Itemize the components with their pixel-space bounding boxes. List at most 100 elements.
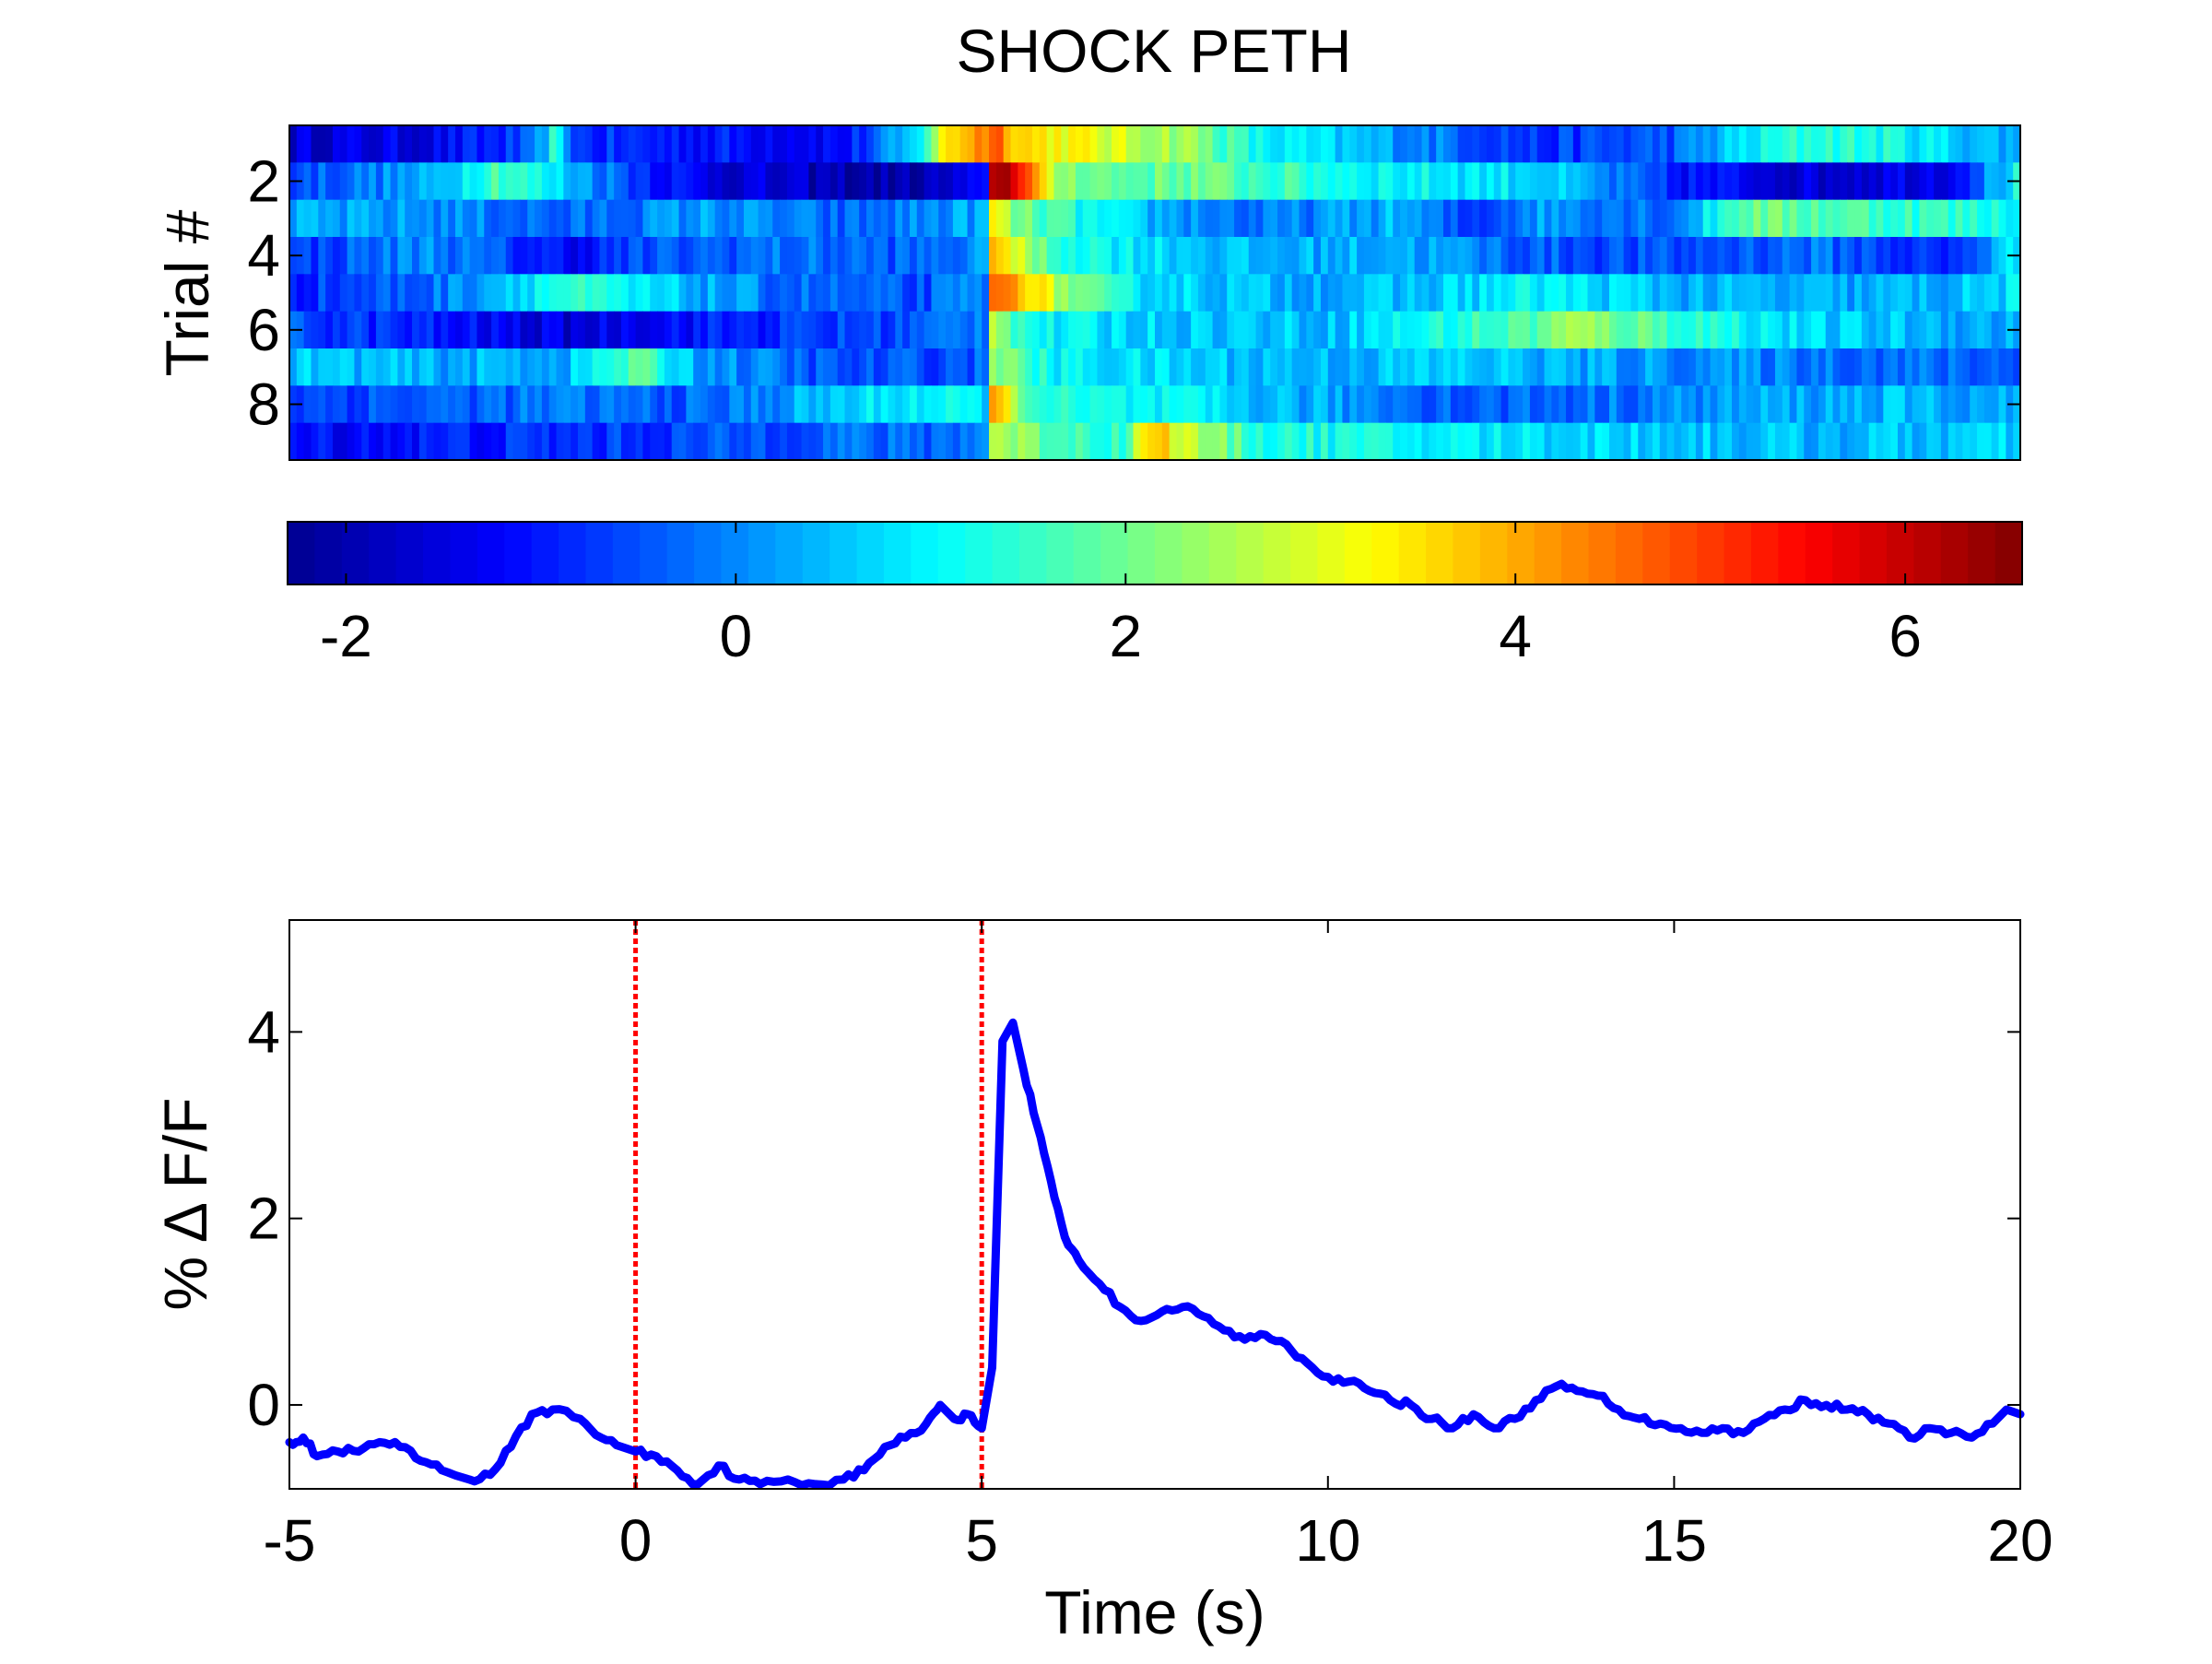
heatmap-cell [837,125,846,163]
heatmap-cell [505,311,514,349]
heatmap-cell [989,274,997,313]
heatmap-cell [1270,422,1278,461]
heatmap-cell [1753,125,1761,163]
heatmap-cell [1529,237,1538,275]
heatmap-cell [1363,125,1372,163]
heatmap-cell [1270,274,1278,313]
heatmap-cell [498,274,507,313]
heatmap-cell [729,199,737,238]
heatmap-cell [1493,422,1502,461]
heatmap-cell [1623,422,1632,461]
heatmap-cell [1025,162,1033,201]
heatmap-cell [750,125,759,163]
heatmap-cell [1955,199,1963,238]
colorbar-swatch [992,522,1020,584]
heatmap-cell [1940,348,1949,386]
heatmap-cell [563,237,571,275]
heatmap-cell [1031,348,1041,386]
heatmap-cell [1868,199,1877,238]
heatmap-cell [347,237,356,275]
heatmap-cell [1962,162,1971,201]
heatmap-cell [1025,311,1033,349]
heatmap-cell [1436,274,1444,313]
heatmap-cell [1681,237,1689,275]
heatmap-cell [1666,311,1676,349]
heatmap-cell [1616,385,1625,424]
heatmap-cell [505,422,514,461]
heatmap-cell [1443,237,1452,275]
heatmap-cell [938,422,947,461]
heatmap-cell [527,348,535,386]
heatmap-cell [397,162,406,201]
heatmap-cell [1429,348,1437,386]
heatmap-cell [1169,274,1178,313]
heatmap-cell [1176,311,1184,349]
heatmap-cell [1357,311,1365,349]
heatmap-cell [780,348,788,386]
heatmap-cell [635,385,644,424]
heatmap-cell [1371,422,1380,461]
heatmap-cell [433,274,441,313]
colorbar-swatch [1859,522,1888,584]
heatmap-cell [592,237,601,275]
heatmap-cell [1183,385,1192,424]
heatmap-cell [1248,422,1257,461]
heatmap-cell [1876,237,1884,275]
heatmap-cell [750,348,759,386]
heatmap-cell [1205,162,1214,201]
heatmap-cell [347,274,356,313]
heatmap-cell [1746,162,1755,201]
heatmap-cell [556,237,564,275]
heatmap-cell [1811,162,1819,201]
heatmap-cell [296,348,305,386]
heatmap-cell [592,162,601,201]
heatmap-cell [1125,237,1135,275]
heatmap-cell [1335,274,1344,313]
heatmap-cell [1429,385,1437,424]
heatmap-cell [1393,274,1401,313]
colorbar-swatch [1642,522,1671,584]
heatmap-cell [1580,199,1589,238]
heatmap-cell [808,311,817,349]
heatmap-cell [426,125,435,163]
heatmap-cell [974,311,982,349]
heatmap-cell [628,237,637,275]
heatmap-cell [1854,162,1863,201]
heatmap-cell [1674,385,1682,424]
heatmap-cell [1977,162,1985,201]
heatmap-cell [1630,311,1639,349]
heatmap-cell [1955,348,1963,386]
heatmap-cell [477,422,485,461]
heatmap-cell [498,311,507,349]
heatmap-cell [642,199,651,238]
heatmap-cell [1479,385,1488,424]
heatmap-cell [1018,385,1026,424]
heatmap-cell [1025,385,1033,424]
heatmap-cell [620,311,629,349]
heatmap-cell [332,422,341,461]
heatmap-cell [772,422,781,461]
heatmap-cell [1962,311,1971,349]
heatmap-cell [693,199,701,238]
heatmap-cell [592,385,601,424]
heatmap-cell [1436,348,1444,386]
heatmap-cell [548,162,558,201]
heatmap-cell [1529,348,1538,386]
heatmap-cell [1357,274,1365,313]
heatmap-cell [1508,348,1516,386]
heatmap-cell [347,125,356,163]
heatmap-cell [859,274,867,313]
heatmap-cell [1457,199,1466,238]
heatmap-cell [477,237,485,275]
heatmap-cell [332,125,341,163]
heatmap-cell [1010,422,1018,461]
heatmap-cell [1738,274,1747,313]
heatmap-cell [397,348,406,386]
heatmap-cell [1039,125,1048,163]
heatmap-cell [1768,199,1776,238]
heatmap-cell [1732,348,1740,386]
heatmap-cell [635,199,644,238]
heatmap-cell [614,348,622,386]
heatmap-cell [1053,162,1062,201]
